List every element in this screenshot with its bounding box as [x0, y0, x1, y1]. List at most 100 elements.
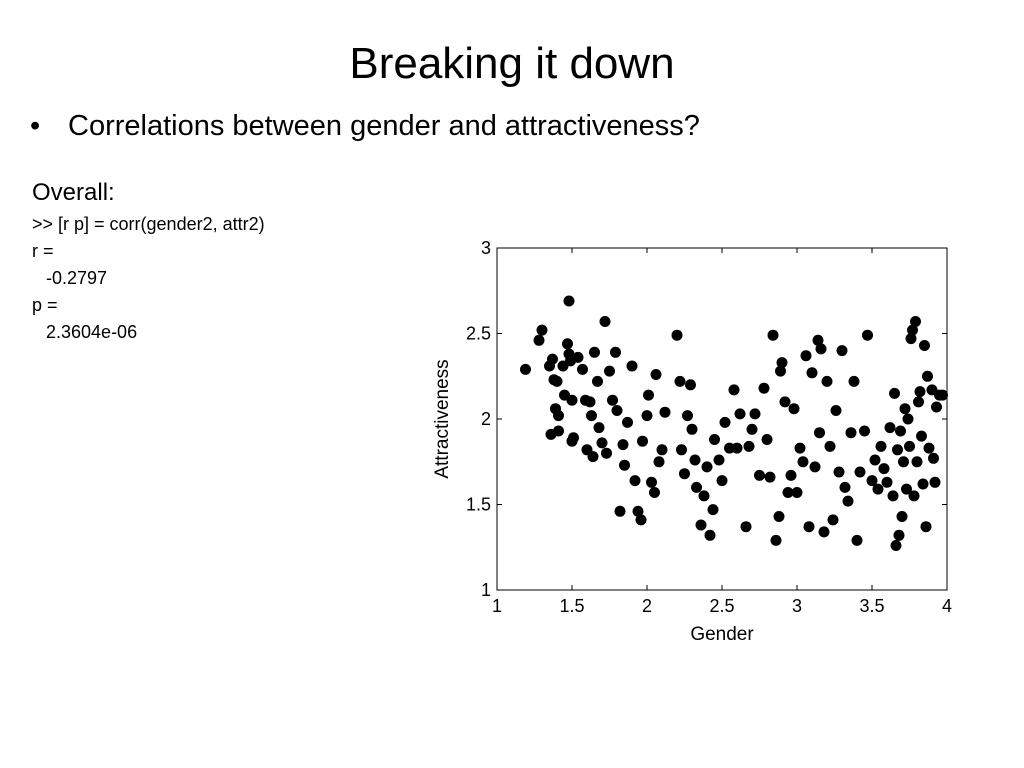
scatter-point: [887, 490, 899, 502]
scatter-point: [731, 442, 743, 454]
scatter-point: [914, 386, 926, 398]
scatter-point: [794, 442, 806, 454]
scatter-point: [754, 469, 765, 481]
scatter-point: [659, 406, 671, 418]
x-tick-label: 3.5: [859, 596, 884, 616]
scatter-point: [568, 432, 579, 444]
scatter-point: [553, 410, 564, 422]
scatter-point: [551, 375, 563, 387]
scatter-point: [563, 295, 575, 307]
scatter-point: [785, 469, 797, 481]
scatter-point: [646, 476, 657, 488]
scatter-point: [824, 440, 836, 452]
scatter-point: [584, 396, 596, 408]
scatter-point: [892, 444, 903, 456]
scatter-point: [685, 379, 696, 391]
scatter-point: [641, 410, 653, 422]
scatter-point: [862, 329, 873, 341]
scatter-point: [809, 461, 821, 473]
scatter-point: [671, 329, 683, 341]
x-tick-label: 2: [642, 596, 652, 616]
scatter-point: [773, 511, 785, 522]
bullet-dot-icon: •: [30, 110, 41, 142]
scatter-point: [758, 382, 770, 394]
scatter-point: [649, 487, 660, 498]
scatter-point: [632, 505, 644, 517]
scatter-point: [740, 521, 752, 533]
scatter-point: [908, 490, 920, 502]
scatter-point: [587, 451, 599, 463]
scatter-point: [611, 405, 623, 416]
bullet-item: • Correlations between gender and attract…: [30, 106, 700, 146]
scatter-point: [866, 475, 878, 487]
scatter-point: [815, 343, 827, 355]
scatter-point: [788, 403, 800, 415]
scatter-point: [797, 456, 809, 468]
scatter-point: [650, 369, 662, 380]
scatter-point: [833, 466, 845, 478]
scatter-point: [619, 459, 630, 471]
scatter-point: [547, 353, 558, 365]
scatter-point: [635, 514, 647, 526]
scatter-point: [775, 365, 786, 377]
scatter-point: [907, 324, 918, 336]
y-tick-label: 2: [481, 409, 491, 429]
scatter-point: [536, 324, 548, 336]
scatter-point: [593, 422, 605, 434]
scatter-point: [919, 340, 930, 351]
scatter-point: [686, 423, 698, 435]
scatter-point: [904, 440, 915, 452]
y-tick-label: 1.5: [466, 495, 491, 515]
scatter-point: [803, 521, 815, 533]
y-tick-label: 3: [481, 238, 491, 258]
scatter-point: [695, 519, 707, 531]
scatter-point: [679, 468, 690, 480]
scatter-point: [869, 454, 881, 466]
scatter-point: [848, 375, 860, 387]
overall-heading: Overall:: [32, 179, 115, 206]
scatter-point: [656, 444, 668, 456]
scatter-point: [779, 396, 791, 408]
y-axis-label: Attractiveness: [432, 359, 453, 478]
scatter-point: [704, 529, 716, 541]
scatter-point: [770, 534, 782, 546]
scatter-point: [599, 316, 611, 327]
scatter-point: [911, 456, 923, 468]
scatter-point: [881, 476, 893, 488]
scatter-point: [614, 505, 626, 517]
scatter-point: [937, 389, 948, 401]
scatter-point: [610, 346, 621, 358]
x-tick-label: 1.5: [559, 596, 584, 616]
scatter-point: [719, 416, 731, 428]
scatter-point: [749, 408, 761, 420]
scatter-point: [689, 454, 701, 466]
scatter-point: [520, 363, 531, 375]
scatter-point: [836, 345, 848, 357]
scatter-point: [767, 329, 779, 341]
scatter-point: [878, 463, 890, 475]
y-tick-label: 1: [481, 580, 491, 600]
scatter-point: [746, 423, 758, 435]
scatter-point: [682, 410, 693, 422]
scatter-point: [577, 363, 588, 375]
scatter-point: [890, 540, 902, 551]
scatter-chart: 1 1.5 2 2.5 3 3.5 4 1 1.5 2 2.5 3 Gender Attractive…: [432, 238, 952, 645]
scatter-point: [895, 425, 906, 437]
scatter-point: [922, 370, 933, 382]
scatter-point: [533, 334, 545, 346]
scatter-point: [854, 466, 866, 478]
scatter-point: [842, 495, 854, 507]
scatter-point: [923, 442, 935, 454]
scatter-point: [800, 350, 812, 362]
scatter-point: [899, 403, 911, 415]
x-tick-label: 3: [792, 596, 802, 616]
scatter-point: [889, 387, 900, 399]
scatter-point: [698, 490, 710, 502]
scatter-point: [596, 437, 608, 449]
scatter-point: [893, 529, 905, 541]
scatter-point: [728, 384, 740, 396]
scatter-point: [776, 357, 788, 369]
scatter-point: [913, 396, 924, 408]
scatter-point: [821, 375, 833, 387]
scatter-point: [782, 487, 794, 498]
